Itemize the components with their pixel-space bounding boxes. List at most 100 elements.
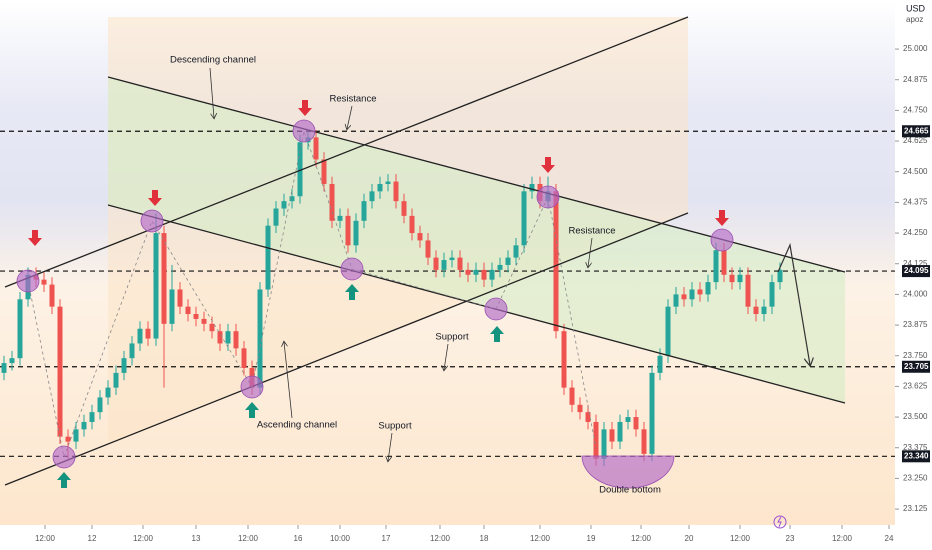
candle-body bbox=[265, 225, 271, 290]
y-tick-label: 24.125 bbox=[903, 259, 928, 268]
candle-body bbox=[753, 306, 759, 315]
level-tag bbox=[902, 450, 930, 463]
candle-body bbox=[177, 289, 183, 307]
pivot bbox=[292, 119, 316, 143]
candle-body bbox=[529, 183, 535, 192]
y-tick-label: 24.875 bbox=[903, 75, 928, 84]
candle-body bbox=[657, 355, 663, 373]
candle-body bbox=[121, 358, 127, 373]
y-tick-label: 23.625 bbox=[903, 381, 928, 390]
candle-body bbox=[321, 159, 327, 184]
candle-body bbox=[441, 260, 447, 270]
candle-body bbox=[361, 201, 367, 221]
candle-body bbox=[97, 397, 103, 413]
candle-body bbox=[417, 233, 423, 241]
candle-body bbox=[281, 201, 287, 209]
candle-body bbox=[585, 412, 591, 422]
annotation: Support bbox=[435, 332, 469, 343]
candle-body bbox=[65, 436, 71, 442]
candle-body bbox=[521, 191, 527, 246]
candle-body bbox=[745, 274, 751, 307]
arrow-up bbox=[245, 402, 259, 418]
level-label: 23.705 bbox=[904, 362, 929, 371]
candle-body bbox=[625, 417, 631, 422]
pivot bbox=[484, 297, 508, 321]
candle-body bbox=[425, 240, 431, 258]
level-tag bbox=[902, 265, 930, 278]
candle-body bbox=[633, 417, 639, 430]
candle-body bbox=[513, 245, 519, 258]
candle-body bbox=[465, 269, 471, 275]
x-tick-label: 12:00 bbox=[35, 534, 56, 543]
pointer bbox=[588, 237, 593, 267]
candle-body bbox=[369, 191, 375, 202]
y-tick-label: 24.375 bbox=[903, 198, 928, 207]
candle-body bbox=[273, 208, 279, 226]
x-tick-label: 12:00 bbox=[730, 534, 751, 543]
candle-body bbox=[345, 215, 351, 246]
pivot bbox=[340, 257, 364, 281]
candle-body bbox=[737, 274, 743, 283]
arrow-down bbox=[148, 190, 162, 206]
candle-body bbox=[241, 348, 247, 368]
candle-body bbox=[313, 137, 319, 160]
candle-body bbox=[721, 250, 727, 275]
candle-body bbox=[769, 282, 775, 307]
candle-body bbox=[449, 257, 455, 261]
down-arrows bbox=[28, 100, 729, 246]
arrow-up bbox=[490, 326, 504, 342]
pointer bbox=[209, 67, 214, 118]
x-tick-label: 12:00 bbox=[238, 534, 259, 543]
trendline bbox=[107, 204, 846, 404]
currency-label: USD bbox=[906, 3, 926, 13]
candle-body bbox=[713, 250, 719, 283]
y-tick-label: 25.000 bbox=[903, 44, 928, 53]
candle-body bbox=[49, 284, 55, 307]
arrow-up bbox=[57, 472, 71, 488]
event-icon-bolt bbox=[777, 516, 782, 528]
candle-body bbox=[201, 318, 207, 324]
arrow-down bbox=[298, 100, 312, 116]
x-tick-label: 12:00 bbox=[530, 534, 551, 543]
x-tick-label: 17 bbox=[382, 534, 391, 543]
y-tick-label: 23.125 bbox=[903, 504, 928, 513]
candle-body bbox=[297, 142, 303, 197]
y-tick-label: 23.750 bbox=[903, 351, 928, 360]
annotation: Support bbox=[378, 421, 412, 432]
pivot bbox=[536, 185, 560, 209]
candle-body bbox=[409, 215, 415, 234]
arrow-down bbox=[541, 157, 555, 173]
pointers bbox=[209, 67, 593, 461]
x-tick-label: 12 bbox=[88, 534, 97, 543]
x-tick-label: 13 bbox=[192, 534, 201, 543]
candle-body bbox=[209, 323, 215, 332]
pointer bbox=[284, 342, 293, 419]
candle-body bbox=[41, 279, 47, 285]
candle-body bbox=[569, 387, 575, 405]
y-tick-label: 24.250 bbox=[903, 228, 928, 237]
candle-body bbox=[697, 289, 703, 295]
candle-body bbox=[217, 331, 223, 344]
projection bbox=[777, 242, 810, 365]
level-label: 23.340 bbox=[904, 451, 929, 460]
candle-body bbox=[1, 363, 7, 373]
pivot bbox=[52, 445, 76, 469]
candle-body bbox=[481, 269, 487, 280]
candle-body bbox=[593, 421, 599, 459]
x-tick-label: 12:00 bbox=[133, 534, 154, 543]
candle-body bbox=[89, 412, 95, 422]
candle-body bbox=[561, 331, 567, 388]
candle-body bbox=[489, 269, 495, 280]
x-tick-label: 10:00 bbox=[330, 534, 351, 543]
pivot bbox=[240, 375, 264, 399]
y-tick-label: 23.250 bbox=[903, 473, 928, 482]
candle-body bbox=[457, 257, 463, 270]
candle-body bbox=[497, 264, 503, 270]
candle-body bbox=[289, 196, 295, 202]
level-label: 24.665 bbox=[904, 126, 929, 135]
time-axis bbox=[0, 525, 895, 550]
candle-body bbox=[553, 191, 559, 332]
candle-body bbox=[105, 387, 111, 398]
x-tick-label: 24 bbox=[885, 534, 894, 543]
